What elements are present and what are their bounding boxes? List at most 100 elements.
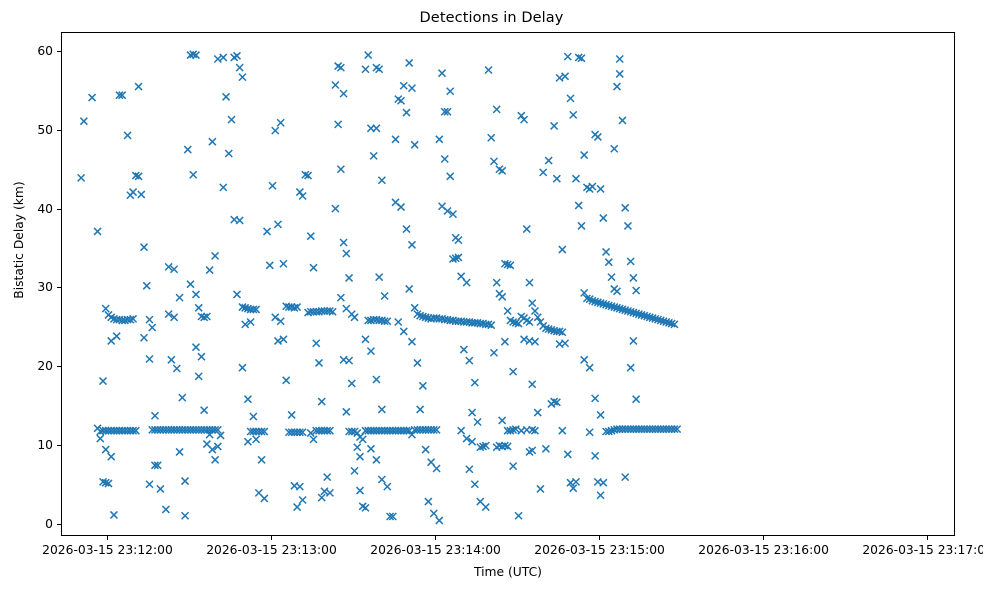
scatter-marker bbox=[153, 461, 162, 470]
x-tick-label: 2026-03-15 23:16:00 bbox=[698, 543, 829, 557]
scatter-marker bbox=[525, 317, 534, 327]
scatter-marker bbox=[580, 355, 589, 364]
scatter-marker bbox=[317, 397, 326, 406]
scatter-marker bbox=[462, 434, 471, 443]
scatter-marker bbox=[670, 320, 679, 329]
scatter-marker bbox=[552, 398, 561, 407]
scatter-marker bbox=[580, 151, 589, 160]
scatter-marker bbox=[454, 253, 463, 262]
scatter-marker bbox=[238, 303, 247, 312]
scatter-marker bbox=[629, 273, 638, 282]
scatter-marker bbox=[615, 54, 624, 64]
scatter-marker bbox=[366, 347, 375, 356]
scatter-marker bbox=[454, 236, 463, 245]
scatter-points-layer bbox=[77, 50, 682, 525]
scatter-marker bbox=[112, 332, 121, 341]
scatter-marker bbox=[282, 376, 291, 385]
scatter-marker bbox=[336, 165, 345, 174]
scatter-marker bbox=[402, 225, 411, 234]
scatter-marker bbox=[164, 310, 173, 319]
scatter-marker bbox=[180, 511, 190, 520]
x-tick-label: 2026-03-15 23:15:00 bbox=[534, 543, 665, 557]
scatter-marker bbox=[582, 294, 591, 303]
scatter-marker bbox=[555, 327, 564, 336]
scatter-marker bbox=[498, 166, 507, 175]
x-tick-mark bbox=[599, 536, 601, 540]
scatter-marker bbox=[500, 441, 509, 450]
scatter-marker bbox=[208, 445, 217, 454]
scatter-marker bbox=[599, 299, 608, 308]
scatter-marker bbox=[118, 91, 127, 100]
scatter-marker bbox=[656, 316, 665, 325]
scatter-marker bbox=[224, 149, 233, 158]
scatter-marker bbox=[533, 313, 542, 322]
scatter-marker bbox=[615, 304, 624, 313]
scatter-marker bbox=[476, 443, 485, 452]
y-tick-label: 0 bbox=[45, 516, 53, 531]
scatter-marker bbox=[489, 348, 498, 357]
scatter-marker bbox=[429, 425, 438, 434]
scatter-marker bbox=[180, 477, 190, 486]
scatter-marker bbox=[506, 261, 515, 270]
scatter-marker bbox=[101, 445, 110, 454]
scatter-marker bbox=[145, 480, 154, 489]
scatter-marker bbox=[271, 126, 280, 135]
scatter-marker bbox=[243, 395, 252, 404]
scatter-marker bbox=[667, 319, 676, 328]
scatter-marker bbox=[366, 444, 375, 453]
x-tick-label: 2026-03-15 23:14:00 bbox=[370, 543, 501, 557]
scatter-marker bbox=[405, 58, 414, 67]
scatter-marker bbox=[216, 431, 225, 440]
scatter-marker bbox=[577, 221, 586, 230]
scatter-marker bbox=[418, 312, 427, 321]
scatter-marker bbox=[451, 254, 460, 263]
scatter-marker bbox=[172, 364, 181, 373]
scatter-marker bbox=[109, 510, 118, 519]
scatter-marker bbox=[571, 174, 581, 183]
scatter-marker bbox=[342, 249, 351, 258]
scatter-marker bbox=[295, 428, 304, 437]
scatter-marker bbox=[498, 292, 507, 301]
scatter-marker bbox=[345, 356, 354, 365]
scatter-marker bbox=[189, 50, 198, 59]
scatter-marker bbox=[421, 445, 430, 454]
chart-title: Detections in Delay bbox=[419, 10, 564, 26]
scatter-marker bbox=[150, 461, 159, 470]
scatter-marker bbox=[260, 427, 269, 436]
y-tick-mark bbox=[57, 51, 61, 53]
scatter-marker bbox=[448, 210, 457, 219]
scatter-marker bbox=[142, 281, 151, 290]
scatter-marker bbox=[377, 176, 386, 185]
scatter-marker bbox=[241, 303, 250, 312]
scatter-marker bbox=[561, 339, 570, 348]
x-tick-label: 2026-03-15 23:17:00 bbox=[862, 543, 983, 557]
scatter-marker bbox=[604, 301, 613, 310]
scatter-marker bbox=[205, 266, 214, 275]
scatter-marker bbox=[632, 286, 641, 295]
scatter-marker bbox=[131, 171, 140, 180]
scatter-marker bbox=[77, 173, 86, 182]
scatter-marker bbox=[626, 307, 635, 316]
scatter-marker bbox=[558, 426, 567, 435]
scatter-marker bbox=[227, 115, 236, 124]
scatter-marker bbox=[612, 303, 622, 312]
scatter-marker bbox=[194, 303, 203, 312]
scatter-marker bbox=[591, 394, 600, 403]
scatter-marker bbox=[612, 287, 622, 296]
scatter-marker bbox=[593, 132, 602, 141]
scatter-marker bbox=[235, 216, 244, 225]
scatter-marker bbox=[279, 335, 288, 344]
scatter-marker bbox=[334, 120, 343, 129]
scatter-marker bbox=[648, 314, 657, 323]
scatter-marker bbox=[178, 393, 187, 402]
scatter-marker bbox=[416, 405, 425, 414]
scatter-marker bbox=[561, 72, 570, 81]
scatter-marker bbox=[175, 447, 184, 456]
scatter-marker bbox=[528, 425, 537, 434]
scatter-marker bbox=[522, 225, 531, 234]
scatter-marker bbox=[429, 509, 438, 518]
scatter-marker bbox=[295, 188, 304, 197]
scatter-marker bbox=[410, 303, 419, 312]
scatter-marker bbox=[610, 144, 619, 153]
scatter-marker bbox=[129, 314, 138, 323]
